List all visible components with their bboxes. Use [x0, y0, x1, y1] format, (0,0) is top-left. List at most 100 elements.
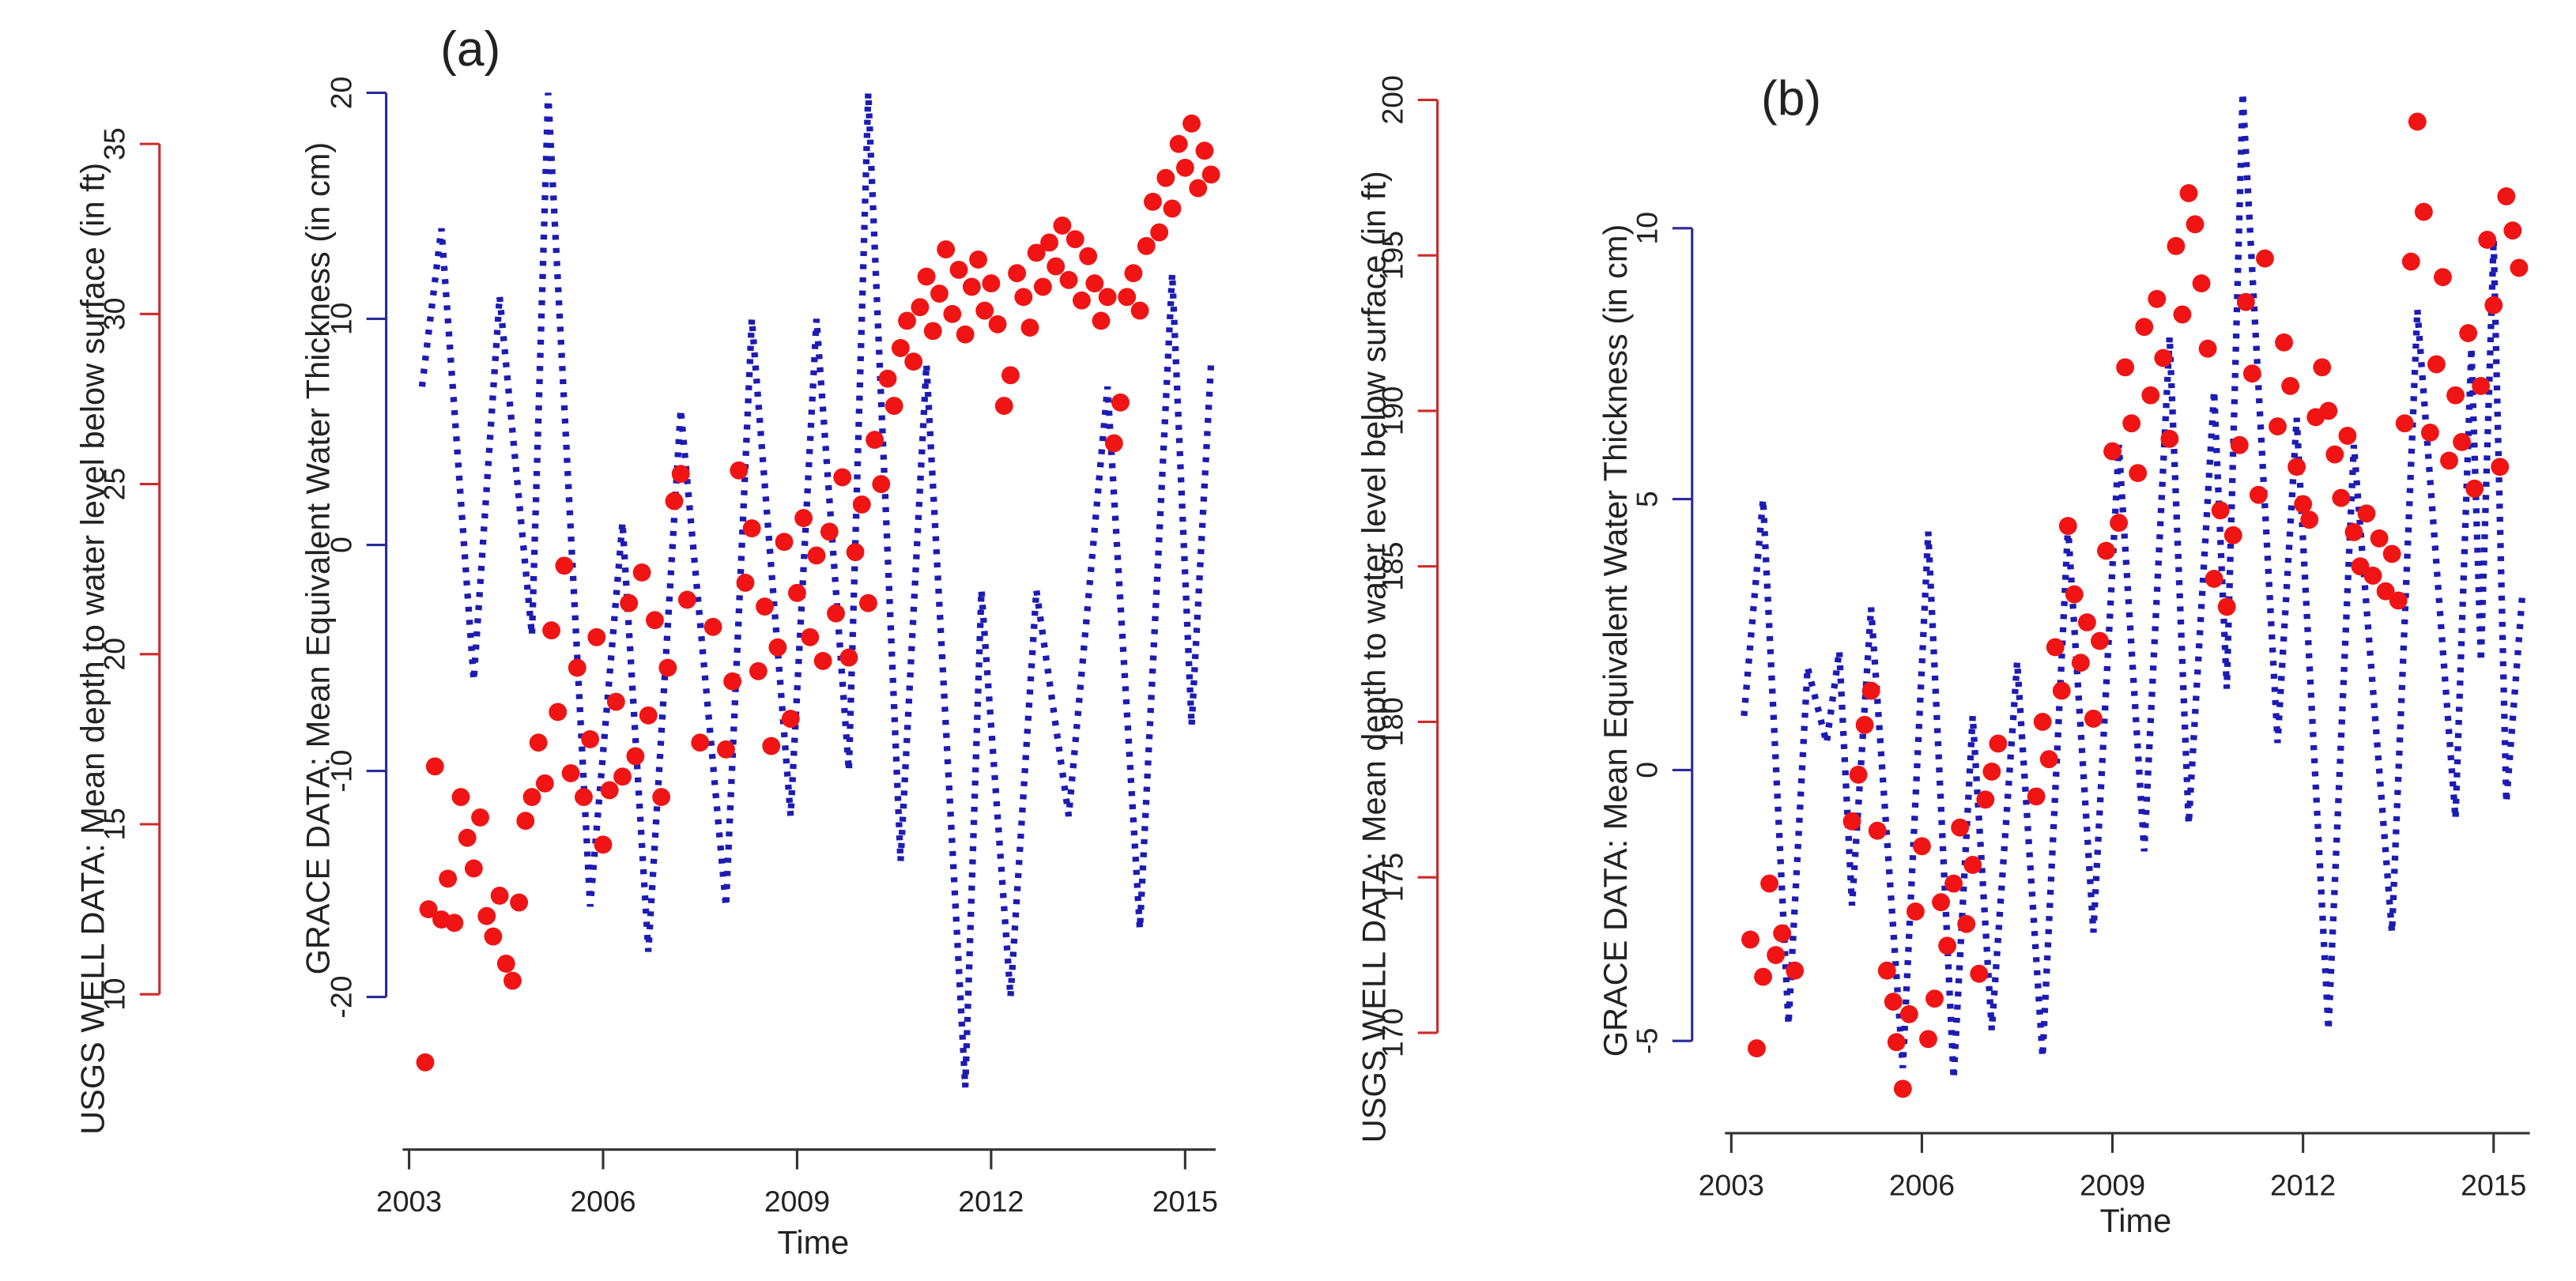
well-point: [677, 590, 696, 609]
y2-tick-label: 200: [1375, 75, 1409, 124]
well-point: [1893, 1079, 1912, 1098]
panel: (a) Time GRACE DATA: Mean Equivalent Water…: [74, 22, 1220, 1260]
well-point: [1884, 993, 1903, 1012]
well-point: [1092, 311, 1111, 330]
well-point: [2084, 710, 2103, 728]
well-point: [620, 593, 639, 612]
well-point: [2472, 377, 2491, 395]
well-point: [691, 733, 710, 752]
well-point: [1786, 961, 1805, 980]
well-point: [937, 240, 956, 258]
well-point: [504, 971, 522, 990]
well-point: [1033, 277, 1052, 296]
panel-label: (a): [440, 22, 500, 77]
y-tick-label: -20: [324, 976, 357, 1019]
well-point: [723, 672, 742, 691]
y-axis-title: GRACE DATA: Mean Equivalent Water Thickn…: [299, 142, 336, 975]
well-point: [2160, 429, 2179, 448]
well-point: [2275, 333, 2293, 352]
x-tick-label: 2015: [1152, 1185, 1218, 1218]
y2-axis-title: USGS WELL DATA: Mean depth to water leve…: [74, 163, 111, 1135]
well-point: [872, 475, 891, 493]
x-tick-label: 2009: [2080, 1168, 2145, 1201]
well-point: [703, 617, 722, 636]
well-point: [1156, 168, 1175, 187]
well-point: [2148, 289, 2167, 308]
well-point: [445, 914, 464, 932]
y-tick-label: 5: [1631, 491, 1664, 507]
well-point: [839, 648, 858, 667]
well-point: [594, 835, 613, 854]
well-point: [2167, 236, 2186, 255]
well-point: [2211, 501, 2230, 520]
well-point: [1104, 434, 1123, 453]
well-point: [1932, 893, 1950, 912]
well-point: [1877, 961, 1896, 980]
well-point: [529, 733, 548, 752]
well-point: [2338, 426, 2357, 445]
y-tick-label: -10: [324, 750, 357, 793]
well-point: [994, 397, 1013, 415]
well-point: [2129, 464, 2148, 483]
well-point: [1944, 874, 1963, 893]
well-point: [458, 828, 477, 847]
well-point: [762, 737, 781, 755]
well-point: [2370, 529, 2389, 548]
well-point: [1014, 288, 1033, 307]
well-point: [911, 298, 930, 317]
x-axis-title: Time: [2099, 1202, 2171, 1239]
well-point: [2077, 613, 2096, 631]
well-point: [736, 573, 755, 592]
well-point: [1868, 821, 1887, 840]
grace-line: [418, 92, 1215, 1088]
well-point: [742, 519, 761, 537]
well-point: [2249, 485, 2268, 504]
well-point: [2503, 221, 2522, 240]
well-point: [581, 729, 600, 748]
x-tick-label: 2012: [2270, 1168, 2336, 1201]
well-point: [859, 593, 877, 612]
well-point: [490, 886, 509, 905]
well-point: [2300, 511, 2319, 529]
well-point: [1079, 247, 1098, 266]
well-point: [1201, 165, 1220, 184]
well-point: [2198, 339, 2217, 358]
well-point: [1150, 223, 1169, 242]
well-point: [801, 627, 820, 646]
well-point: [1098, 288, 1117, 307]
well-point: [626, 747, 645, 766]
well-point: [2103, 442, 2122, 461]
well-point: [1124, 264, 1143, 283]
well-point: [1906, 902, 1925, 921]
well-point: [2313, 358, 2332, 377]
well-point: [852, 495, 871, 514]
well-point: [2459, 324, 2478, 342]
well-point: [827, 604, 845, 623]
well-point: [917, 267, 936, 286]
well-point: [1849, 765, 1868, 784]
well-point: [1899, 1004, 1918, 1023]
well-point: [717, 740, 735, 759]
well-point: [2434, 268, 2452, 287]
well-point: [2408, 112, 2427, 131]
well-point: [866, 431, 884, 450]
y2-tick-label: 170: [1375, 1008, 1409, 1057]
well-point: [1027, 243, 1046, 262]
well-point: [1189, 179, 1208, 198]
well-point: [522, 788, 541, 806]
y2-tick-label: 195: [1375, 231, 1409, 280]
well-point: [813, 651, 832, 670]
y-tick-label: 20: [324, 77, 357, 110]
well-point: [600, 781, 619, 800]
well-point: [568, 658, 586, 677]
well-point: [878, 369, 897, 388]
well-point: [2376, 582, 2395, 601]
well-point: [2173, 305, 2192, 324]
well-point: [2046, 638, 2065, 657]
well-point: [2116, 358, 2135, 377]
well-point: [2294, 495, 2313, 514]
well-point: [1861, 681, 1880, 700]
well-point: [2401, 252, 2420, 271]
well-point: [1767, 946, 1786, 964]
well-point: [943, 304, 962, 323]
